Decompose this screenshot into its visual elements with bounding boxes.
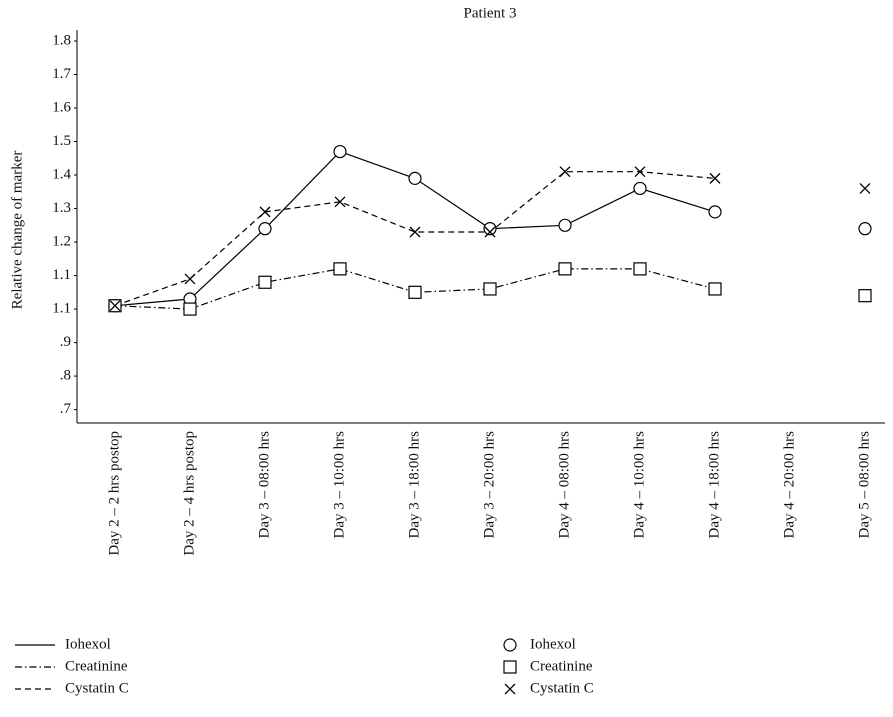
legend-label: Iohexol: [65, 636, 111, 652]
marker: [858, 222, 872, 236]
y-tick-label: 1.7: [52, 66, 71, 82]
y-tick-label: 1.3: [52, 200, 71, 216]
marker: [333, 144, 347, 159]
x-tick-label: Day 3 – 18:00 hrs: [406, 431, 422, 539]
x-tick-label: Day 3 – 08:00 hrs: [256, 431, 272, 539]
marker: [708, 282, 722, 296]
x-tick-label: Day 3 – 10:00 hrs: [331, 431, 347, 539]
y-tick-label: 1.6: [52, 99, 71, 115]
marker: [709, 172, 721, 184]
marker: [859, 182, 871, 194]
marker: [484, 226, 496, 238]
marker: [184, 273, 196, 285]
x-tick-label: Day 4 – 10:00 hrs: [631, 431, 647, 539]
x-tick-label: Day 4 – 08:00 hrs: [556, 431, 572, 539]
marker: [633, 181, 647, 196]
legend-marker: [503, 638, 517, 652]
y-tick-label: .8: [60, 368, 71, 384]
marker: [109, 300, 121, 312]
legend-label: Creatinine: [530, 658, 593, 674]
x-tick-label: Day 3 – 20:00 hrs: [481, 431, 497, 539]
marker: [633, 262, 647, 276]
chart-title: Patient 3: [464, 5, 517, 21]
marker: [634, 166, 646, 178]
y-tick-label: 1.4: [52, 166, 71, 182]
y-tick-label: 1.1: [52, 267, 71, 283]
marker: [858, 289, 872, 303]
marker: [259, 206, 271, 218]
x-tick-label: Day 2 – 2 hrs postop: [106, 431, 122, 556]
marker: [558, 262, 572, 276]
legend-label: Creatinine: [65, 658, 128, 674]
legend-marker: [504, 683, 516, 695]
y-tick-label: 1.2: [52, 233, 71, 249]
marker: [708, 205, 722, 219]
y-tick-label: 1.5: [52, 133, 71, 149]
x-tick-label: Day 5 – 08:00 hrs: [856, 431, 872, 539]
marker: [408, 285, 422, 299]
marker: [333, 262, 347, 276]
y-tick-label: .9: [60, 334, 71, 350]
legend-label: Cystatin C: [530, 680, 594, 696]
marker: [408, 171, 422, 185]
legend-label: Cystatin C: [65, 680, 129, 696]
x-tick-label: Day 4 – 20:00 hrs: [781, 431, 797, 539]
marker: [483, 222, 497, 236]
marker: [258, 222, 272, 236]
legend-marker: [503, 660, 517, 674]
marker: [183, 302, 197, 316]
marker: [409, 226, 421, 238]
marker: [559, 166, 571, 178]
marker: [483, 282, 497, 296]
x-tick-label: Day 2 – 4 hrs postop: [181, 431, 197, 556]
marker: [558, 218, 572, 232]
marker: [258, 275, 272, 289]
x-tick-label: Day 4 – 18:00 hrs: [706, 431, 722, 539]
marker: [334, 196, 346, 208]
y-axis-label: Relative change of marker: [9, 151, 25, 310]
y-tick-label: 1.8: [52, 32, 71, 48]
legend-label: Iohexol: [530, 636, 576, 652]
y-tick-label: .7: [60, 401, 72, 417]
y-tick-label: 1.1: [52, 301, 71, 317]
